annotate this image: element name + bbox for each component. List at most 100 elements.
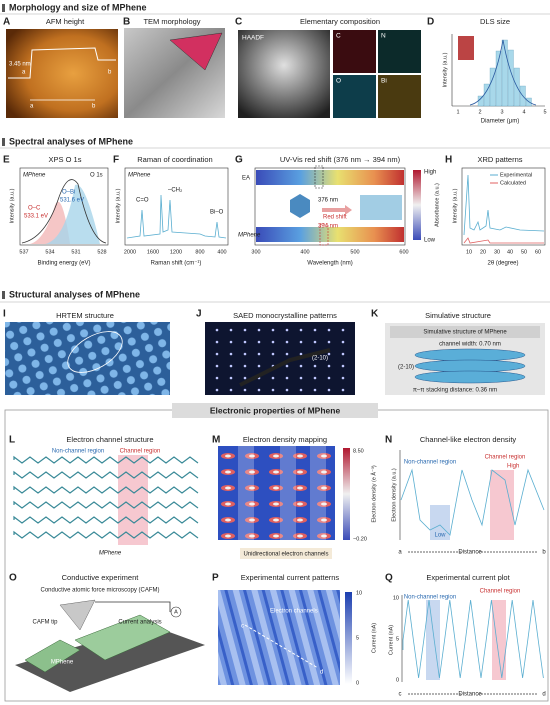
panel-letter: J <box>196 309 202 320</box>
arrow <box>322 205 352 215</box>
annotation: Simulative structure of MPhene <box>423 330 507 336</box>
tick-label: 500 <box>350 249 359 255</box>
annotation: π–π stacking distance: 0.36 nm <box>413 388 497 394</box>
panel-title: Electron channel structure <box>66 435 153 444</box>
annotation: b <box>92 104 96 110</box>
colorbar <box>345 592 352 684</box>
panel-letter: H <box>445 155 452 166</box>
pattern <box>463 237 544 244</box>
annotation: (2-10) <box>312 356 328 362</box>
section-title: Spectral analyses of MPhene <box>9 136 133 146</box>
annotation: MPhene <box>51 660 74 666</box>
tick-label: 0 <box>396 677 399 683</box>
tick-label: 300 <box>251 249 260 255</box>
annotation: Non-channel region <box>52 449 104 455</box>
panel-letter: Q <box>385 573 393 584</box>
layer <box>414 370 526 384</box>
tick-label: 531 <box>71 249 80 255</box>
fit-curve <box>469 39 537 106</box>
tick-label: 20 <box>480 249 486 255</box>
colorbar-tick: −0.20 <box>353 536 367 542</box>
annotation: HAADF <box>242 35 264 42</box>
annotation: O <box>336 78 341 85</box>
beam-stop <box>239 348 331 387</box>
panel-title: Raman of coordination <box>137 155 212 164</box>
axis-label: Intensity (a.u.) <box>115 188 121 223</box>
tick-label: 5 <box>543 109 546 115</box>
annotation: High <box>507 464 519 470</box>
annotation: Channel region <box>485 455 526 461</box>
panel-letter: M <box>212 435 220 446</box>
axis-label: Intensity (a.u.) <box>452 188 458 223</box>
axis-label: Electron density (a.u.) <box>391 468 397 522</box>
axis-label: 2θ (degree) <box>487 261 518 267</box>
tick-label: 30 <box>494 249 500 255</box>
annotation: MPhene <box>238 233 261 239</box>
tick-label: 40 <box>507 249 513 255</box>
axis-end: a <box>398 550 402 556</box>
tick-label: 10 <box>466 249 472 255</box>
channel-highlight <box>310 446 326 540</box>
stack <box>360 195 402 220</box>
panel-title: Conductive experiment <box>62 573 140 582</box>
region-highlight <box>492 600 506 680</box>
tick-label: 4 <box>522 109 525 115</box>
panel-letter: P <box>212 573 219 584</box>
panel-letter: C <box>235 17 242 28</box>
section-title: Structural analyses of MPhene <box>9 289 140 299</box>
molecular-chain <box>13 530 199 539</box>
axes-frame <box>254 167 406 246</box>
colorbar <box>343 448 350 540</box>
colorbar-label: Low <box>424 238 436 244</box>
channel-highlight <box>118 455 148 545</box>
annotation: MPhene <box>128 173 151 179</box>
tick-label: 2 <box>478 109 481 115</box>
tick-label: 537 <box>19 249 28 255</box>
map-tile <box>378 30 421 73</box>
panel-title: Channel-like electron density <box>420 435 517 444</box>
molecule <box>290 194 310 218</box>
axis-label: Electron density (e Å⁻³) <box>370 465 377 522</box>
tick-label: 2000 <box>124 249 136 255</box>
map-tile <box>333 30 376 73</box>
molecular-chain <box>13 500 199 509</box>
tick-label: 5 <box>396 636 399 642</box>
panel-title: Electron density mapping <box>243 435 327 444</box>
annotation: C <box>336 33 341 40</box>
colorbar <box>413 170 421 240</box>
panel-title: HRTEM structure <box>56 311 114 320</box>
layer <box>414 348 526 362</box>
image <box>6 29 118 118</box>
map-tile <box>378 75 421 118</box>
highlight <box>319 223 329 246</box>
profile <box>402 599 544 679</box>
annotation: 3.45 nm <box>9 62 31 68</box>
absorbance-band <box>256 170 404 185</box>
annotation: Conductive atomic force microscopy (CAFM… <box>40 588 159 594</box>
tick-label: 10 <box>393 595 399 601</box>
section-marker <box>2 138 5 146</box>
annotation: (2-10) <box>398 365 414 371</box>
colorbar-tick: 0 <box>356 680 359 686</box>
annotation: MPhene <box>99 551 122 557</box>
panel-letter: G <box>235 155 243 166</box>
panel-title: SAED monocrystalline patterns <box>233 311 337 320</box>
annotation: d <box>320 670 323 676</box>
panel-letter: D <box>427 17 434 28</box>
channel-highlight <box>238 446 254 540</box>
colorbar-tick: 8.50 <box>353 448 364 454</box>
annotation: a <box>30 104 34 110</box>
annotation: Channel region <box>120 449 161 455</box>
profile <box>400 468 545 536</box>
axes-frame <box>19 167 109 246</box>
annotation: –CH₂ <box>168 188 183 194</box>
annotation: N <box>381 33 386 40</box>
absorbance-band <box>256 227 404 242</box>
annotation: Red shift <box>323 215 347 221</box>
tick-label: 528 <box>97 249 106 255</box>
axis-label: Distance <box>458 692 482 698</box>
panel-title: Elementary composition <box>300 17 380 26</box>
axis-end: b <box>542 550 546 556</box>
axis-label: Diameter (μm) <box>481 119 519 125</box>
annotation: O 1s <box>90 173 103 179</box>
